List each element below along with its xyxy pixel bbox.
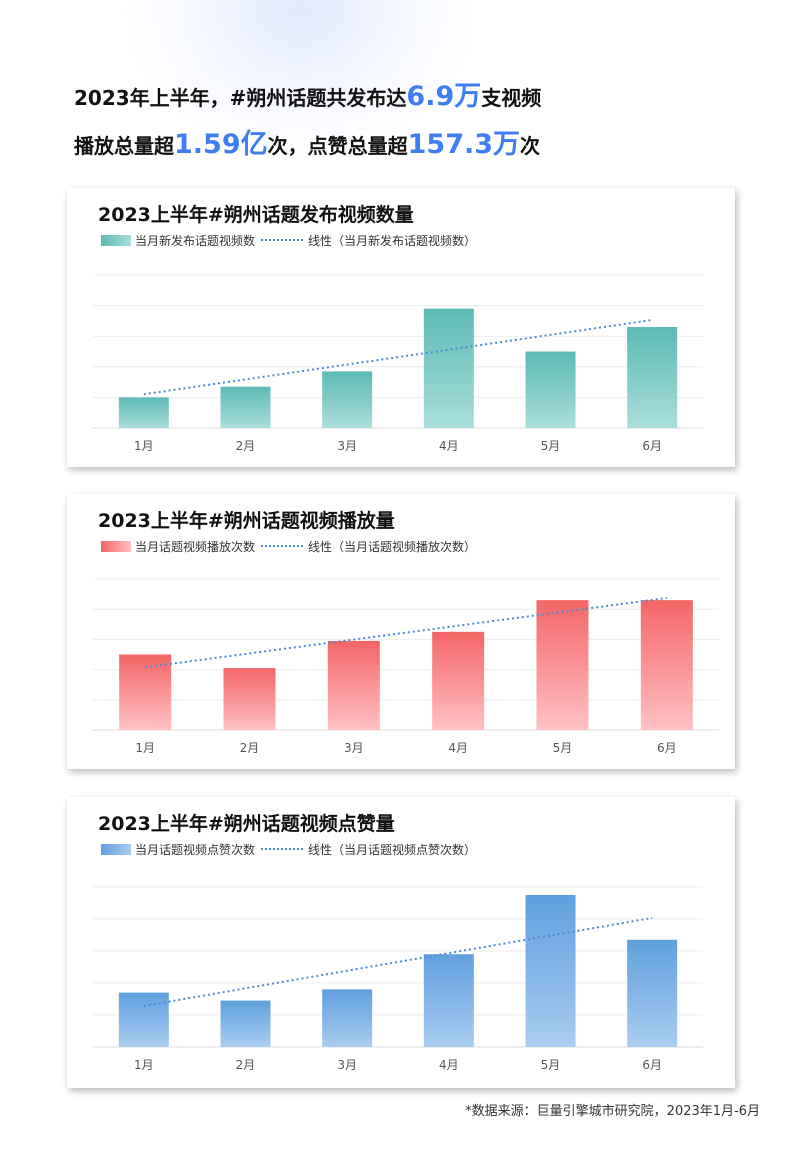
legend-trend-line: [261, 848, 304, 850]
chart-card-likes: 2023上半年#朔州话题视频点赞量 当月话题视频点赞次数 线性（当月话题视频点赞…: [67, 797, 735, 1088]
like-count-highlight: 157.3万: [407, 129, 521, 160]
legend-swatch: [101, 540, 131, 552]
x-tick-label: 5月: [553, 741, 573, 755]
chart-card-videos: 2023上半年#朔州话题发布视频数量 当月新发布话题视频数 线性（当月新发布话题…: [67, 188, 735, 467]
x-tick-label: 5月: [541, 1058, 561, 1072]
bar-6月: [627, 939, 678, 1047]
x-tick-label: 1月: [134, 439, 154, 453]
legend-trend-line: [261, 239, 304, 241]
bar-2月: [223, 668, 276, 730]
x-tick-label: 2月: [240, 741, 260, 755]
bar-2月: [220, 386, 271, 428]
chart-title: 2023上半年#朔州话题视频播放量: [98, 510, 395, 532]
bar-2月: [220, 1000, 271, 1047]
bar-1月: [118, 397, 169, 428]
x-tick-label: 3月: [337, 1058, 357, 1072]
x-tick-label: 5月: [541, 439, 561, 453]
bar-5月: [525, 351, 576, 428]
x-tick-label: 1月: [134, 1058, 154, 1072]
headline-text: 播放总量超: [74, 134, 174, 158]
x-tick-label: 2月: [236, 439, 256, 453]
legend-series-label: 当月话题视频点赞次数: [135, 842, 256, 857]
bar-6月: [640, 600, 693, 730]
x-tick-label: 4月: [439, 1058, 459, 1072]
chart-plot: 1月 2月 3月 4月 5月 6月: [93, 274, 703, 453]
x-tick-label: 4月: [439, 439, 459, 453]
x-tick-label: 2月: [236, 1058, 256, 1072]
legend-trend-label: 线性（当月新发布话题视频数）: [308, 233, 477, 248]
legend-trend-label: 线性（当月话题视频播放次数）: [308, 539, 477, 554]
bar-4月: [423, 308, 474, 428]
chart-legend: 当月新发布话题视频数 线性（当月新发布话题视频数）: [101, 232, 476, 248]
trend-line: [143, 916, 653, 1007]
bar-1月: [119, 654, 172, 730]
x-tick-label: 4月: [448, 741, 468, 755]
x-tick-label: 6月: [642, 439, 662, 453]
x-tick-label: 3月: [337, 439, 357, 453]
chart-legend: 当月话题视频点赞次数 线性（当月话题视频点赞次数）: [101, 841, 476, 857]
legend-series-label: 当月新发布话题视频数: [135, 233, 256, 248]
chart-legend: 当月话题视频播放次数 线性（当月话题视频播放次数）: [101, 538, 476, 554]
trend-line: [143, 318, 653, 396]
x-tick-label: 1月: [135, 741, 155, 755]
chart-card-plays: 2023上半年#朔州话题视频播放量 当月话题视频播放次数 线性（当月话题视频播放…: [67, 494, 735, 769]
x-tick-label: 6月: [642, 1058, 662, 1072]
bar-3月: [327, 640, 380, 730]
bar-4月: [432, 631, 485, 730]
legend-trend-line: [261, 545, 304, 547]
trend-line: [145, 596, 667, 669]
legend-trend-label: 线性（当月话题视频点赞次数）: [308, 842, 477, 857]
x-tick-label: 3月: [344, 741, 364, 755]
bar-5月: [536, 600, 589, 730]
bar-4月: [423, 954, 474, 1047]
chart-plot: 1月 2月 3月 4月 5月 6月: [93, 578, 719, 755]
headline-text: 次，点赞总量超: [267, 134, 408, 158]
chart-title: 2023上半年#朔州话题视频点赞量: [98, 813, 395, 835]
data-source-note: *数据来源：巨量引擎城市研究院，2023年1月-6月: [465, 1104, 760, 1119]
video-count-highlight: 6.9万: [406, 81, 482, 112]
headline-line-2: 播放总量超1.59亿次，点赞总量超157.3万次: [74, 122, 540, 161]
x-tick-label: 6月: [657, 741, 677, 755]
legend-swatch: [101, 843, 131, 855]
bar-1月: [118, 992, 169, 1047]
legend-series-label: 当月话题视频播放次数: [135, 539, 256, 554]
bar-3月: [322, 989, 373, 1047]
bar-3月: [322, 371, 373, 428]
headline-text: 支视频: [481, 86, 542, 110]
chart-plot: 1月 2月 3月 4月 5月 6月: [93, 886, 703, 1072]
chart-title: 2023上半年#朔州话题发布视频数量: [98, 204, 414, 226]
play-count-highlight: 1.59亿: [174, 129, 268, 160]
bar-5月: [525, 895, 576, 1047]
legend-swatch: [101, 234, 131, 246]
headline-line-1: 2023年上半年，#朔州话题共发布达6.9万支视频: [74, 74, 541, 113]
bar-6月: [627, 327, 678, 428]
headline-text: 次: [520, 134, 541, 158]
headline-text: 2023年上半年，#朔州话题共发布达: [74, 86, 407, 110]
